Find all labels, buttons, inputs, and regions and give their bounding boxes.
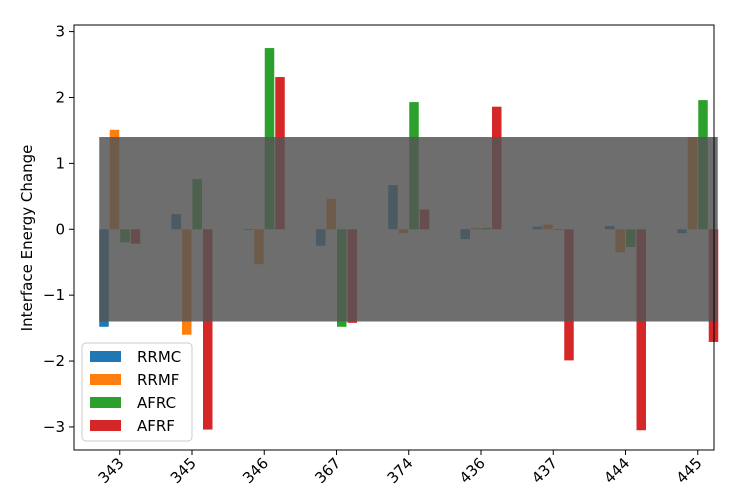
x-axis: 343 345 346 367 374 436 437 444 445 [95, 450, 706, 487]
bar-afrf-345 [203, 229, 213, 430]
x-tick-label: 436 [456, 454, 489, 487]
x-tick-label: 345 [167, 454, 200, 487]
y-tick-label: −3 [43, 418, 65, 436]
legend-label-afrc: AFRC [137, 394, 176, 412]
y-axis-label: Interface Energy Change [18, 145, 36, 332]
legend: RRMC RRMF AFRC AFRF [81, 342, 193, 442]
legend-box [81, 342, 193, 442]
y-tick-label: −1 [43, 286, 65, 304]
legend-label-rrmf: RRMF [137, 371, 179, 389]
y-tick-label: −2 [43, 352, 65, 370]
legend-swatch-afrf [90, 420, 121, 431]
legend-swatch-afrc [90, 397, 121, 408]
y-tick-label: 1 [55, 154, 65, 172]
y-axis: −3 −2 −1 0 1 2 3 [43, 23, 74, 436]
bar-afrf-444 [636, 229, 646, 431]
x-tick-label: 444 [600, 454, 633, 487]
legend-label-afrf: AFRF [137, 417, 175, 435]
y-tick-label: 3 [55, 23, 65, 41]
x-tick-label: 437 [528, 454, 561, 487]
legend-swatch-rrmf [90, 374, 121, 385]
x-tick-label: 367 [311, 454, 344, 487]
x-tick-label: 343 [95, 454, 128, 487]
y-tick-label: 2 [55, 88, 65, 106]
legend-swatch-rrmc [90, 351, 121, 362]
y-tick-label: 0 [55, 220, 65, 238]
threshold-band [99, 137, 718, 322]
x-tick-label: 445 [673, 454, 706, 487]
plot-border [73, 24, 715, 451]
x-tick-label: 346 [239, 454, 272, 487]
x-tick-label: 374 [384, 454, 417, 487]
legend-label-rrmc: RRMC [137, 348, 181, 366]
